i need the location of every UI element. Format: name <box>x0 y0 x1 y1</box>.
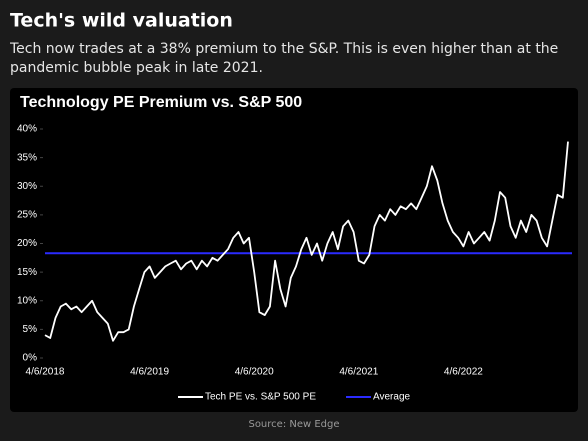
page-subtitle: Tech now trades at a 38% premium to the … <box>10 41 559 76</box>
y-tick-label: 10% <box>17 295 37 306</box>
source: Source: New Edge <box>248 419 339 430</box>
subtitle-box: Tech now trades at a 38% premium to the … <box>10 41 559 76</box>
y-tick-label: 25% <box>17 210 37 221</box>
page-title: Tech's wild valuation <box>10 10 233 32</box>
legend-label: Average <box>373 392 411 403</box>
chart-panel <box>10 88 578 412</box>
y-tick-label: 40% <box>17 124 37 135</box>
x-tick-label: 4/6/2018 <box>26 367 65 378</box>
x-tick-label: 4/6/2020 <box>235 367 274 378</box>
data-line <box>44 141 569 342</box>
y-tick-label: 0% <box>23 353 38 364</box>
y-tick-label: 15% <box>17 267 37 278</box>
y-tick-label: 20% <box>17 238 37 249</box>
x-tick-label: 4/6/2021 <box>339 367 378 378</box>
x-tick-label: 4/6/2022 <box>444 367 483 378</box>
y-tick-label: 35% <box>17 152 37 163</box>
x-tick-label: 4/6/2019 <box>130 367 169 378</box>
y-tick-label: 5% <box>23 324 38 335</box>
y-tick-label: 30% <box>17 181 37 192</box>
chart-title: Technology PE Premium vs. S&P 500 <box>20 94 302 111</box>
legend-label: Tech PE vs. S&P 500 PE <box>205 392 316 403</box>
